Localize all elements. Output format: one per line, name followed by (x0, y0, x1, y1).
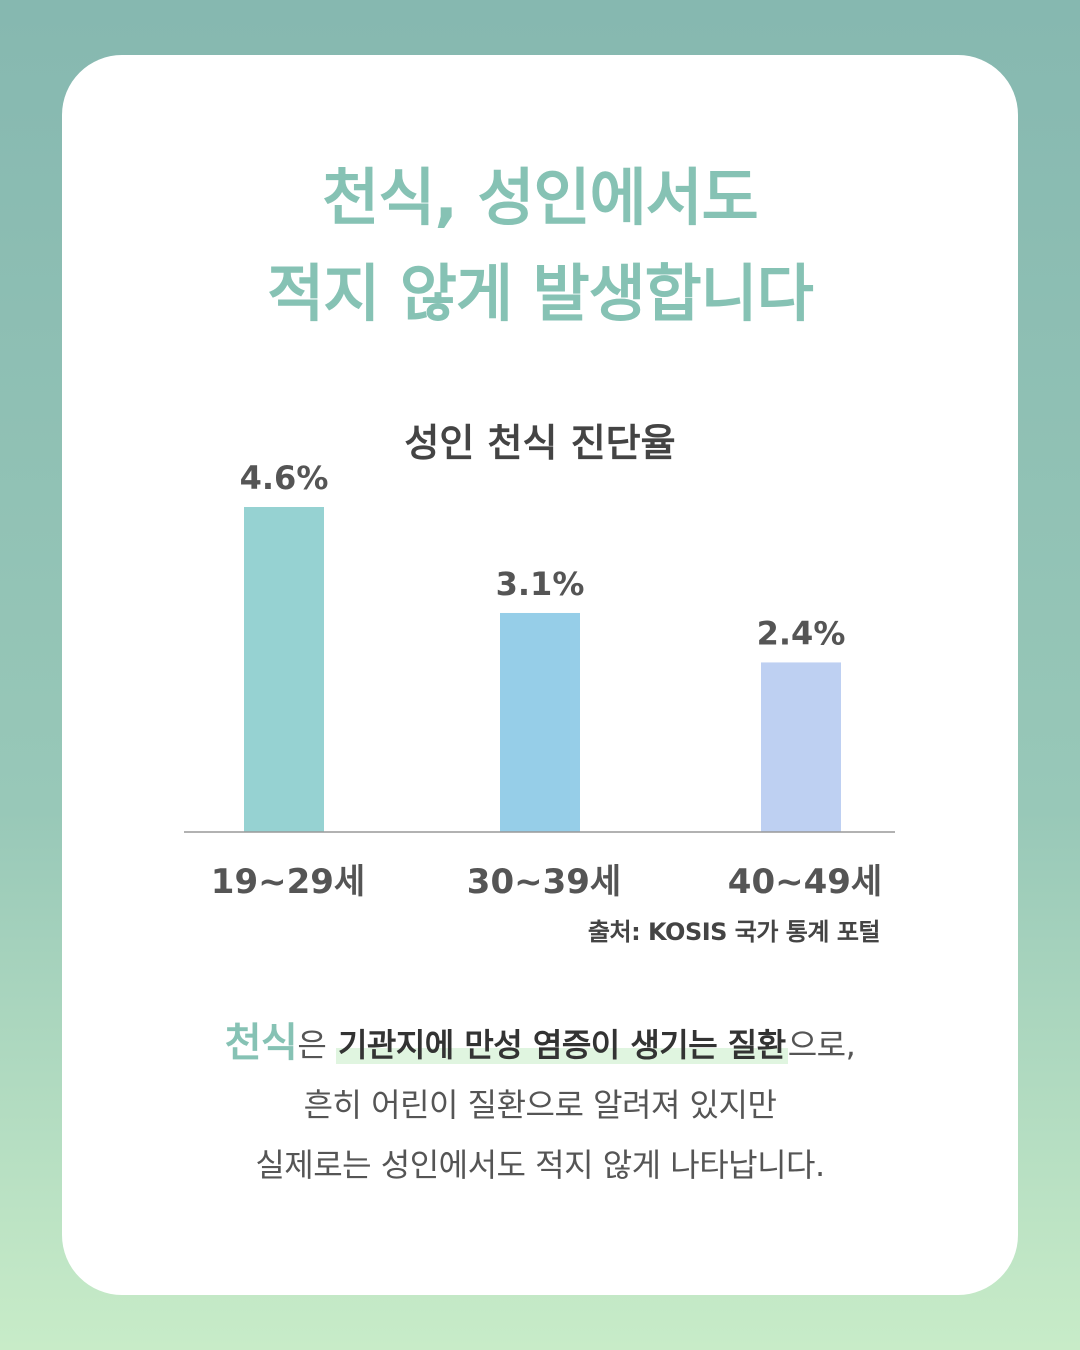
definition-suffix: 으로, (787, 1026, 856, 1064)
page-title: 천식, 성인에서도 적지 않게 발생합니다 (0, 150, 1080, 342)
description-line-2: 흔히 어린이 질환으로 알려져 있지만 (303, 1086, 777, 1124)
description: 천식은 기관지에 만성 염증이 생기는 질환으로, 흔히 어린이 질환으로 알려… (0, 1013, 1080, 1195)
source-note: 출처: KOSIS 국가 통계 포털 (587, 918, 881, 946)
category-label-3: 40~49세 (728, 862, 882, 902)
value-label-2: 3.1% (496, 565, 585, 603)
category-label-1: 19~29세 (211, 862, 365, 902)
bar-1 (244, 507, 324, 832)
bar-3 (761, 662, 841, 832)
page-title-line-1: 천식, 성인에서도 (322, 161, 758, 234)
page-title-line-2: 적지 않게 발생합니다 (267, 257, 814, 330)
chart-title: 성인 천식 진단율 (404, 421, 676, 465)
highlighted-definition: 기관지에 만성 염증이 생기는 질환 (335, 1026, 788, 1064)
bar-2 (500, 612, 580, 832)
keyword-particle: 은 (297, 1026, 336, 1064)
keyword-asthma: 천식 (224, 1020, 298, 1066)
description-line-1: 천식은 기관지에 만성 염증이 생기는 질환으로, (0, 1013, 1080, 1075)
description-line-3: 실제로는 성인에서도 적지 않게 나타납니다. (255, 1146, 825, 1184)
value-label-1: 4.6% (240, 459, 329, 497)
category-label-2: 30~39세 (467, 862, 621, 902)
value-label-3: 2.4% (757, 614, 846, 652)
